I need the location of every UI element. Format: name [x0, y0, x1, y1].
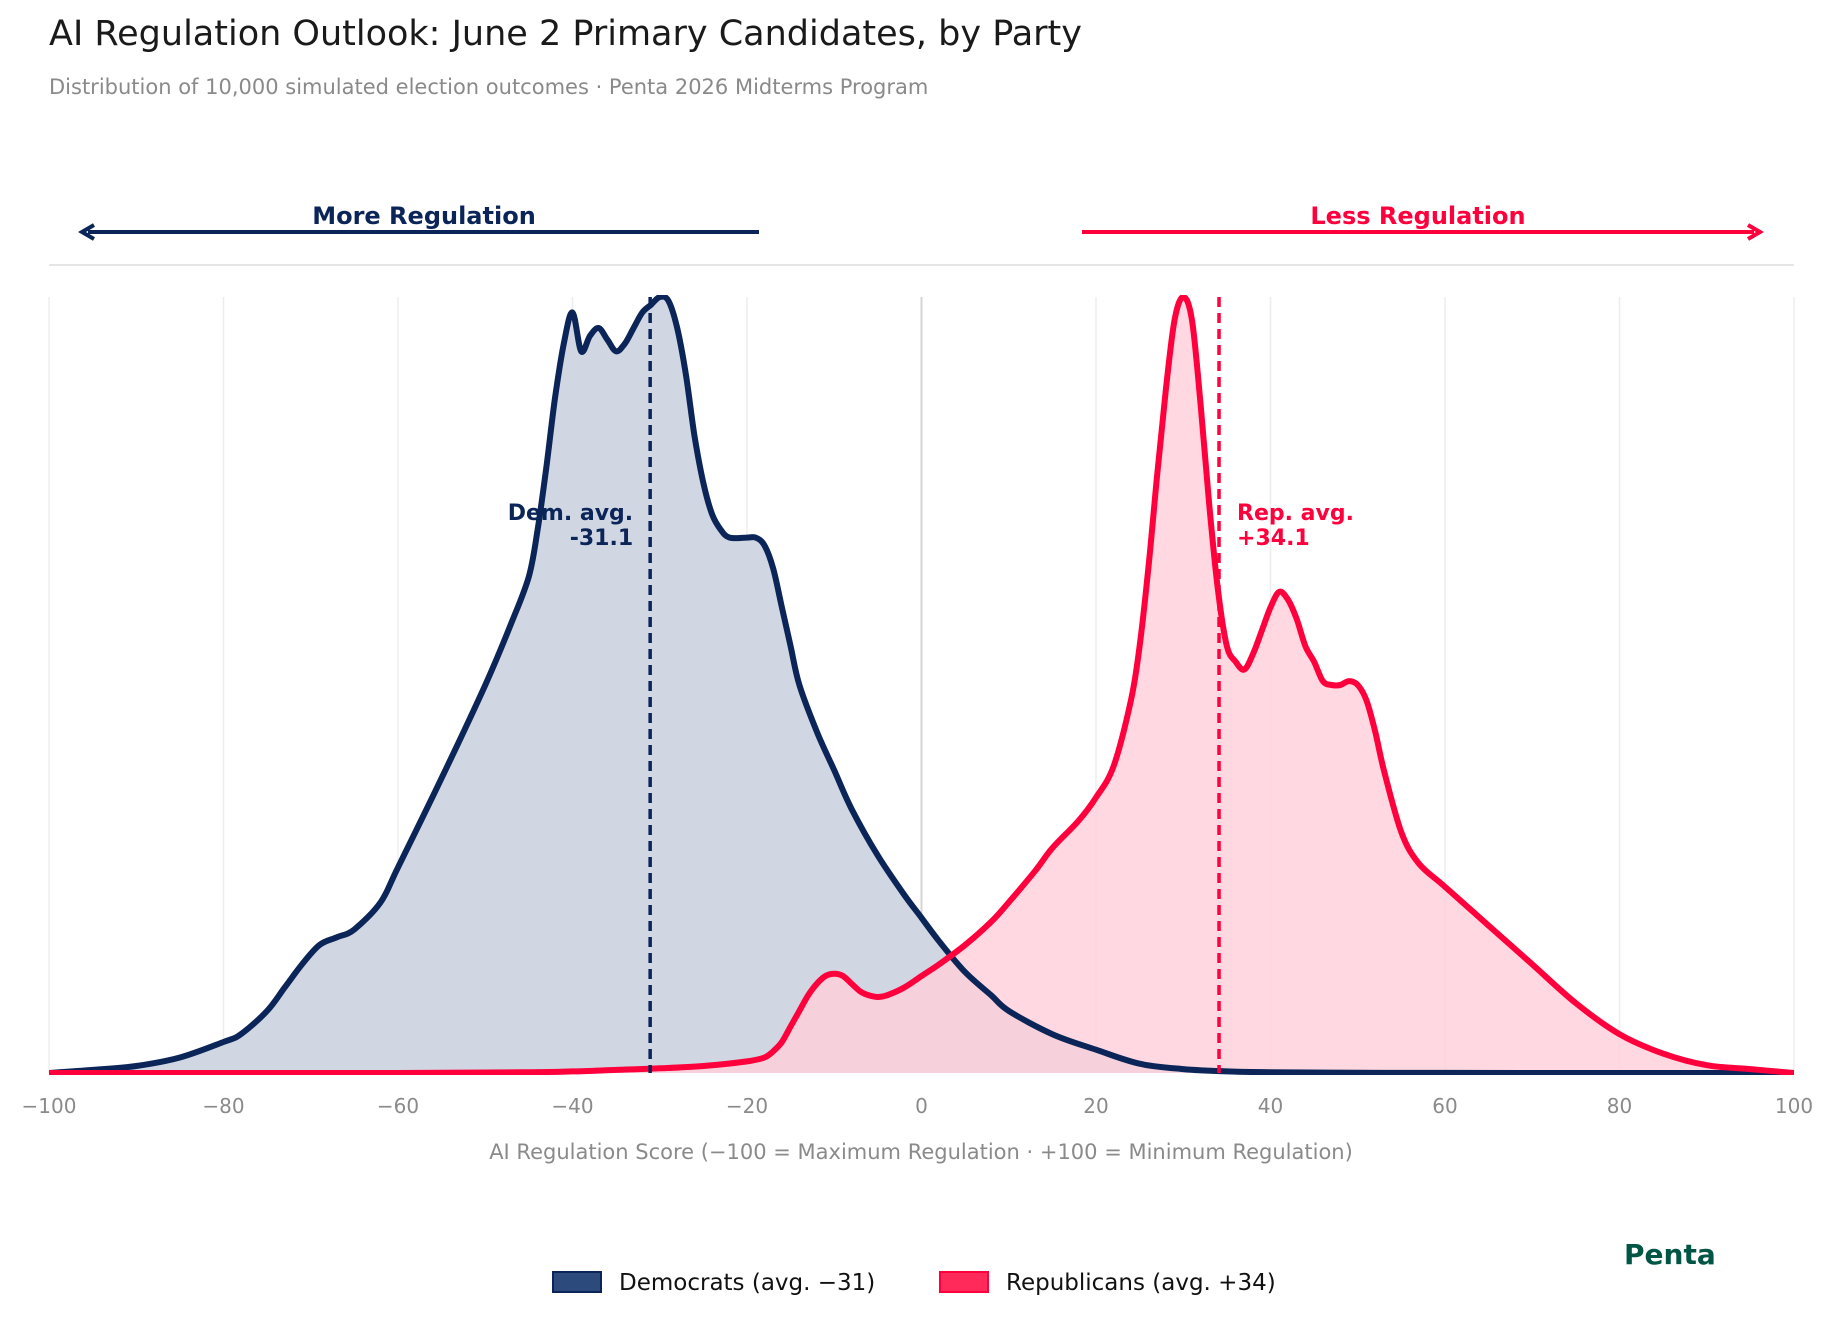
x-tick-label: −100 [22, 1094, 77, 1118]
x-axis-ticks: −100 −80 −60 −40 −20 0 20 40 60 80 100 [22, 1094, 1814, 1118]
republicans-line [49, 295, 1794, 1075]
direction-indicators: More Regulation Less Regulation [49, 202, 1794, 266]
x-tick-label: 100 [1775, 1094, 1813, 1118]
republicans-mean-value: +34.1 [1237, 526, 1310, 551]
x-tick-label: 80 [1607, 1094, 1632, 1118]
penta-logo-text: Penta [1624, 1238, 1716, 1271]
x-axis-label: AI Regulation Score (−100 = Maximum Regu… [489, 1140, 1353, 1164]
x-tick-label: −20 [726, 1094, 768, 1118]
density-areas [49, 295, 1794, 1075]
chart-title: AI Regulation Outlook: June 2 Primary Ca… [49, 14, 1082, 54]
x-tick-label: −80 [202, 1094, 244, 1118]
republicans-mean-label: Rep. avg. [1237, 501, 1354, 526]
republicans-area [49, 297, 1794, 1074]
democrats-mean-value: -31.1 [570, 526, 633, 551]
more-regulation-label: More Regulation [312, 202, 536, 230]
less-regulation-label: Less Regulation [1310, 202, 1525, 230]
x-tick-label: −40 [551, 1094, 593, 1118]
chart-subtitle: Distribution of 10,000 simulated electio… [49, 75, 928, 99]
legend: Democrats (avg. −31) Republicans (avg. +3… [552, 1270, 1276, 1296]
democrats-area [49, 296, 1794, 1074]
x-tick-label: 0 [915, 1094, 928, 1118]
more-regulation-arrowhead [78, 223, 96, 241]
x-tick-label: 40 [1258, 1094, 1283, 1118]
democrats-line [49, 295, 1794, 1075]
less-regulation-arrowhead [1746, 223, 1764, 241]
democrats-legend-label: Democrats (avg. −31) [619, 1270, 875, 1296]
mean-markers: Dem. avg.-31.1 Rep. avg.+34.1 [508, 297, 1354, 1073]
x-tick-label: 60 [1432, 1094, 1457, 1118]
x-tick-label: −60 [377, 1094, 419, 1118]
democrats-legend-swatch [552, 1271, 602, 1293]
republicans-legend-label: Republicans (avg. +34) [1006, 1270, 1276, 1296]
democrats-mean-label: Dem. avg. [508, 501, 633, 526]
republicans-legend-swatch [939, 1271, 989, 1293]
x-tick-label: 20 [1083, 1094, 1108, 1118]
